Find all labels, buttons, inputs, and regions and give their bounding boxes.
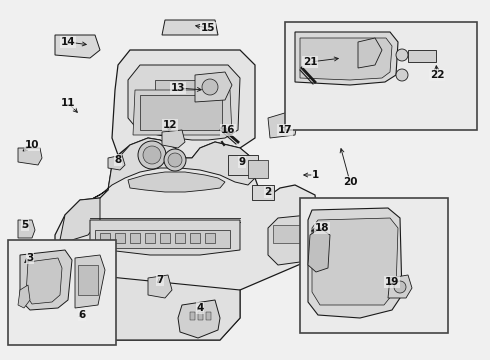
Bar — [8, 240, 116, 345]
Circle shape — [164, 149, 186, 171]
Polygon shape — [178, 300, 220, 338]
Polygon shape — [162, 130, 185, 148]
Polygon shape — [155, 80, 195, 125]
Circle shape — [396, 69, 408, 81]
Bar — [228, 155, 258, 175]
Text: 20: 20 — [343, 177, 357, 187]
Circle shape — [396, 49, 408, 61]
Bar — [206, 312, 211, 320]
Bar — [100, 233, 110, 243]
Bar — [190, 233, 200, 243]
Bar — [115, 233, 125, 243]
Circle shape — [394, 281, 406, 293]
Bar — [408, 50, 436, 62]
Circle shape — [202, 79, 218, 95]
Polygon shape — [308, 228, 330, 272]
Text: 19: 19 — [385, 277, 399, 287]
Circle shape — [138, 141, 166, 169]
Text: 9: 9 — [239, 157, 245, 167]
Polygon shape — [18, 220, 35, 238]
Text: 1: 1 — [311, 170, 318, 180]
Bar — [205, 233, 215, 243]
Text: 5: 5 — [22, 220, 28, 230]
Bar — [190, 312, 195, 320]
Bar — [285, 22, 477, 130]
Polygon shape — [195, 72, 232, 102]
Text: 18: 18 — [315, 223, 329, 233]
Polygon shape — [128, 172, 225, 192]
Bar — [300, 198, 448, 333]
Text: 15: 15 — [201, 23, 215, 33]
Text: 13: 13 — [171, 83, 185, 93]
Text: 3: 3 — [26, 253, 34, 263]
Bar — [248, 160, 268, 178]
Text: 21: 21 — [303, 57, 317, 67]
Polygon shape — [133, 90, 232, 135]
Polygon shape — [268, 215, 312, 265]
Polygon shape — [388, 275, 412, 298]
Text: 11: 11 — [61, 98, 75, 108]
Polygon shape — [90, 220, 240, 255]
Text: 14: 14 — [61, 37, 75, 47]
Polygon shape — [148, 275, 172, 298]
Polygon shape — [55, 35, 100, 58]
Polygon shape — [68, 308, 88, 325]
Polygon shape — [75, 255, 105, 308]
Circle shape — [143, 146, 161, 164]
Polygon shape — [108, 155, 125, 170]
Polygon shape — [20, 250, 72, 310]
Text: 12: 12 — [163, 120, 177, 130]
Bar — [273, 225, 303, 243]
Polygon shape — [26, 258, 62, 304]
Bar — [160, 233, 170, 243]
Bar — [252, 185, 274, 200]
Bar — [78, 265, 98, 295]
Circle shape — [168, 153, 182, 167]
Text: 16: 16 — [221, 125, 235, 135]
Text: 22: 22 — [430, 70, 444, 80]
Polygon shape — [295, 32, 398, 85]
Text: 2: 2 — [265, 187, 271, 197]
Polygon shape — [312, 218, 398, 305]
Polygon shape — [112, 50, 255, 158]
Polygon shape — [95, 230, 230, 248]
Polygon shape — [300, 38, 392, 80]
Bar — [175, 233, 185, 243]
Text: 4: 4 — [196, 303, 204, 313]
Polygon shape — [268, 112, 298, 138]
Polygon shape — [80, 275, 240, 340]
Polygon shape — [308, 208, 402, 318]
Polygon shape — [18, 285, 30, 308]
Polygon shape — [128, 65, 240, 140]
Polygon shape — [90, 138, 255, 200]
Text: 17: 17 — [278, 125, 293, 135]
Bar — [140, 95, 222, 130]
Polygon shape — [162, 20, 218, 35]
Text: 6: 6 — [78, 310, 86, 320]
Polygon shape — [60, 198, 100, 240]
Polygon shape — [18, 148, 42, 165]
Bar — [145, 233, 155, 243]
Text: 8: 8 — [114, 155, 122, 165]
Text: 10: 10 — [25, 140, 39, 150]
Polygon shape — [358, 38, 382, 68]
Polygon shape — [55, 138, 320, 340]
Bar — [198, 312, 203, 320]
Bar — [130, 233, 140, 243]
Text: 7: 7 — [156, 275, 164, 285]
